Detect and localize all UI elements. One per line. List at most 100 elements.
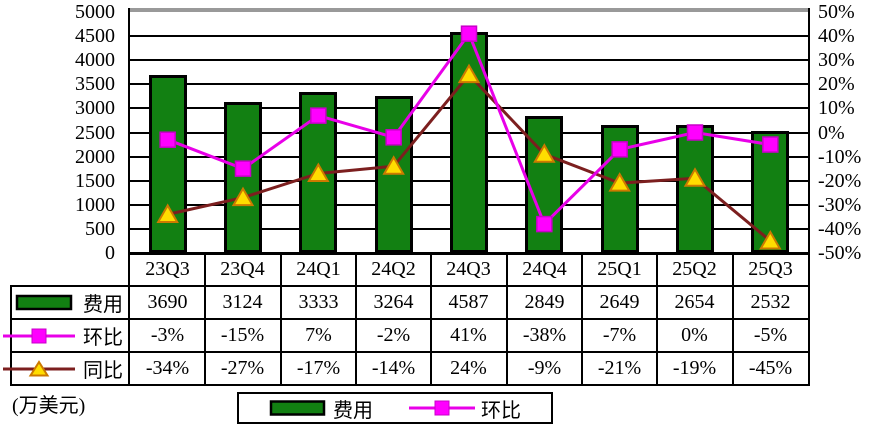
right-axis-tick-label: 0% [818, 122, 845, 144]
value-cell: -17% [296, 357, 341, 379]
value-cell: 4587 [448, 291, 489, 313]
left-axis-tick-label: 500 [85, 218, 115, 240]
right-axis-tick-label: -30% [818, 194, 862, 216]
table-col-line [128, 253, 130, 385]
right-axis-tick-label: -10% [818, 146, 862, 168]
qoq-square-marker [310, 107, 327, 124]
value-cell: -45% [748, 357, 793, 379]
right-axis-tick-label: 20% [818, 73, 855, 95]
yoy-triangle-marker [307, 162, 330, 182]
value-cell: 3333 [298, 291, 339, 313]
qoq-square-marker [762, 136, 779, 153]
value-cell: 3690 [147, 291, 188, 313]
table-col-line [430, 253, 432, 385]
table-col-line [732, 253, 734, 385]
plot-top-shadow-line [128, 8, 810, 12]
bar-swatch-icon [269, 398, 327, 418]
qoq-square-marker [159, 131, 176, 148]
category-cell: 25Q1 [597, 258, 642, 280]
yoy-triangle-marker [683, 167, 707, 187]
left-axis-tick-label: 0 [105, 242, 115, 264]
row-header-label: 费用 [83, 294, 123, 316]
line-series-overlay [130, 12, 808, 253]
value-cell: -14% [371, 357, 416, 379]
table-row-line [10, 384, 810, 386]
left-axis-tick-label: 4000 [75, 49, 115, 71]
table-col-line [506, 253, 508, 385]
value-cell: 3264 [373, 291, 414, 313]
left-axis-tick-label: 3500 [75, 73, 115, 95]
value-cell: -27% [220, 357, 265, 379]
value-cell: 2654 [674, 291, 715, 313]
value-cell: -21% [597, 357, 642, 379]
right-axis-tick-label: -50% [818, 242, 862, 264]
line-triangle-key-icon [3, 359, 75, 379]
right-axis-tick-label: 30% [818, 49, 855, 71]
legend: 费用 环比 [237, 392, 553, 424]
qoq-square-marker [536, 215, 553, 233]
value-cell: 2649 [599, 291, 640, 313]
value-cell: -19% [672, 357, 717, 379]
legend-item-expense: 费用 [269, 394, 373, 423]
qoq-square-marker [611, 141, 628, 158]
value-cell: 2532 [750, 291, 791, 313]
table-col-line [204, 253, 206, 385]
qoq-square-marker [234, 160, 252, 177]
value-cell: 24% [450, 357, 487, 379]
table-col-line [581, 253, 583, 385]
plot-left-border [128, 8, 130, 253]
category-cell: 24Q1 [296, 258, 341, 280]
row-header-label: 环比 [83, 327, 123, 349]
right-axis-tick-label: 40% [818, 25, 855, 47]
x-axis-line [128, 252, 810, 255]
left-axis-tick-label: 3000 [75, 97, 115, 119]
value-cell: 2849 [524, 291, 565, 313]
value-cell: 0% [681, 324, 708, 346]
value-cell: 7% [305, 324, 332, 346]
row-header-yoy: 同比 [3, 354, 128, 383]
right-axis-tick-label: -40% [818, 218, 862, 240]
line-square-swatch-icon [409, 398, 475, 418]
yoy-triangle-marker [759, 229, 782, 250]
table-row-line [10, 285, 810, 287]
unit-label: (万美元) [12, 395, 86, 417]
left-axis-tick-label: 1000 [75, 194, 115, 216]
left-axis-tick-label: 1500 [75, 170, 115, 192]
qoq-line [167, 30, 771, 227]
value-cell: -9% [527, 357, 562, 379]
value-cell: -7% [602, 324, 637, 346]
yoy-triangle-marker [533, 143, 556, 163]
category-cell: 25Q2 [672, 258, 717, 280]
table-row-line [10, 318, 810, 320]
plot-right-border [808, 8, 810, 253]
value-cell: -5% [753, 324, 788, 346]
category-cell: 24Q4 [522, 258, 567, 280]
value-cell: -2% [376, 324, 411, 346]
legend-label-expense: 费用 [333, 399, 373, 422]
bar-key-icon [15, 293, 75, 313]
legend-label-qoq: 环比 [481, 399, 521, 422]
category-cell: 25Q3 [748, 258, 793, 280]
right-axis-tick-label: 10% [818, 97, 855, 119]
yoy-triangle-marker [382, 155, 405, 175]
yoy-triangle-marker [457, 63, 481, 84]
row-header-label: 同比 [83, 360, 123, 382]
yoy-triangle-marker [608, 172, 631, 192]
right-axis-tick-label: 50% [818, 1, 855, 23]
right-axis-tick-label: -20% [818, 170, 862, 192]
category-cell: 24Q3 [446, 258, 491, 280]
table-col-line [280, 253, 282, 385]
yoy-triangle-marker [156, 203, 179, 223]
left-axis-tick-label: 5000 [75, 1, 115, 23]
table-col-line [808, 253, 810, 385]
value-cell: -15% [220, 324, 265, 346]
expense-bar [149, 75, 187, 253]
table-col-line [355, 253, 357, 385]
value-cell: 41% [450, 324, 487, 346]
legend-item-qoq: 环比 [409, 394, 521, 423]
left-axis-tick-label: 2000 [75, 146, 115, 168]
table-row-line [10, 351, 810, 353]
left-axis-tick-label: 2500 [75, 122, 115, 144]
table-col-line [656, 253, 658, 385]
